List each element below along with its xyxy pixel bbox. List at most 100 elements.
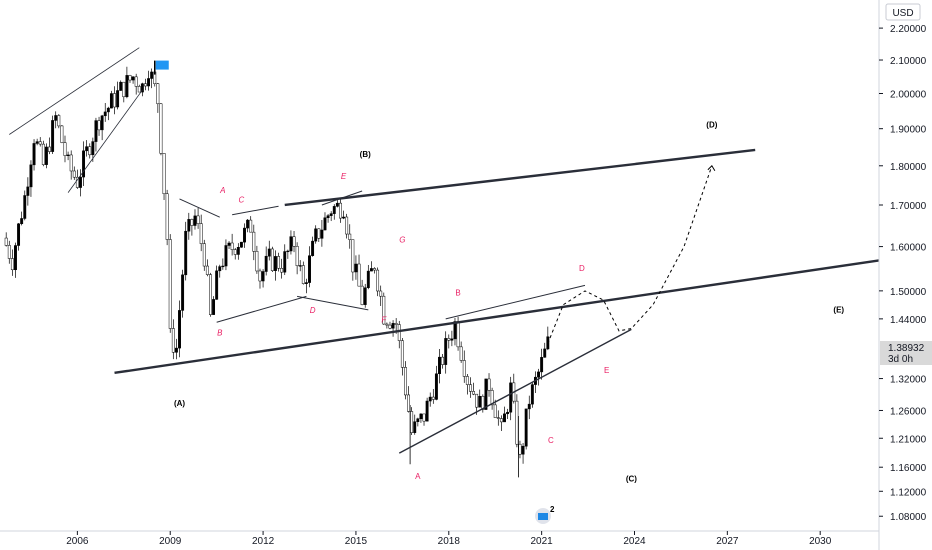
candle — [308, 246, 311, 288]
candle-body-down — [205, 265, 209, 275]
candle — [496, 410, 500, 426]
candle-body-down — [475, 393, 479, 408]
candle — [314, 225, 318, 244]
time-axis[interactable]: 2006 2009 2012 2015 2018 2021 2024 2027 2030 — [0, 530, 879, 547]
candle-body-up — [147, 78, 151, 87]
time-tick-label: 2024 — [623, 536, 646, 547]
candle-body-down — [202, 243, 206, 267]
candle — [515, 394, 519, 448]
candle-body-down — [128, 75, 132, 81]
candle-body-down — [60, 125, 64, 143]
candle-body-down — [404, 367, 407, 396]
candle — [159, 103, 163, 156]
candle — [227, 241, 231, 250]
candle — [119, 80, 123, 91]
candle-body-up — [527, 403, 531, 410]
candle-body-up — [416, 418, 420, 422]
candle-body-up — [32, 143, 36, 166]
candle — [323, 212, 327, 231]
candle — [444, 331, 448, 374]
candle-body-down — [75, 176, 79, 188]
candle-body-down — [518, 443, 522, 455]
time-tick-label: 2015 — [345, 536, 368, 547]
candle — [397, 320, 401, 349]
current-price-marker — [880, 341, 932, 365]
candle — [326, 214, 330, 223]
candle-body-up — [246, 219, 250, 229]
candle-body-down — [351, 239, 355, 273]
candle — [404, 361, 407, 400]
candle — [348, 224, 352, 249]
candle-body-up — [286, 250, 290, 253]
tradingview-logo[interactable]: 2 — [535, 505, 555, 524]
triangle-top-2 — [232, 205, 279, 216]
wave-c-upper-line — [445, 284, 586, 320]
candle-body-up — [109, 93, 113, 109]
candle-body-down — [122, 81, 126, 98]
time-tick-label: 2030 — [809, 536, 832, 547]
candle — [295, 242, 299, 275]
candle — [20, 211, 24, 226]
candle — [230, 233, 234, 256]
candle-body-down — [382, 295, 386, 325]
candle-body-up — [140, 83, 144, 93]
candle — [103, 102, 107, 122]
candle — [41, 140, 45, 167]
currency-button[interactable] — [885, 3, 921, 21]
candle-body-down — [230, 242, 234, 250]
wave-label-secondary: A — [415, 472, 421, 481]
candle — [224, 239, 228, 271]
candle-body-down — [348, 233, 352, 240]
candle — [261, 269, 265, 288]
candle-body-down — [292, 236, 296, 247]
candle — [345, 213, 349, 239]
candle — [462, 350, 466, 383]
currency-label: USD — [892, 8, 913, 19]
candle-body-up — [419, 413, 423, 420]
candle-body-down — [156, 83, 160, 105]
candle — [351, 239, 355, 281]
time-tick-label: 2009 — [159, 536, 182, 547]
candle-body-up — [79, 176, 82, 188]
price-tick-label: 2.10000 — [890, 56, 927, 67]
candle — [221, 258, 225, 270]
candle-body-down — [394, 323, 398, 325]
candle — [329, 211, 333, 222]
candle — [63, 135, 67, 163]
candle — [447, 334, 451, 349]
candle — [17, 222, 21, 251]
candle — [484, 378, 488, 410]
candle-body-up — [85, 146, 89, 152]
price-axis[interactable]: USD 2.20000 2.10000 2.00000 1.90000 1.80000 1… — [878, 0, 932, 550]
candle — [369, 261, 373, 272]
candle — [10, 249, 14, 276]
flag-icon — [155, 60, 169, 70]
candle-body-up — [150, 71, 154, 79]
candle-body-up — [103, 111, 107, 117]
candle-body-down — [63, 142, 67, 156]
candle — [7, 240, 11, 264]
candle-body-down — [431, 396, 435, 400]
candle-body-down — [487, 378, 491, 391]
candle-body-down — [357, 263, 361, 287]
candle-body-up — [14, 245, 17, 271]
candle-body-up — [125, 75, 129, 98]
candle-body-up — [335, 202, 339, 207]
candle-body-up — [178, 310, 181, 349]
candle — [72, 166, 76, 180]
plot-area[interactable]: (A) (B) (C) (D) (E) A B C D E F G A B C D E — [4, 47, 880, 484]
candle — [376, 267, 380, 297]
time-tick-label: 2027 — [716, 536, 739, 547]
candle-body-down — [388, 324, 392, 329]
candle-body-down — [168, 239, 172, 329]
candle-body-down — [490, 390, 494, 406]
wave-label-secondary: D — [579, 264, 585, 273]
candle — [518, 440, 522, 459]
candle — [88, 143, 92, 159]
trendlines — [9, 47, 880, 454]
candle — [332, 204, 336, 220]
candle-body-up — [174, 347, 178, 353]
candle-body-down — [144, 83, 147, 87]
candle — [212, 296, 216, 315]
